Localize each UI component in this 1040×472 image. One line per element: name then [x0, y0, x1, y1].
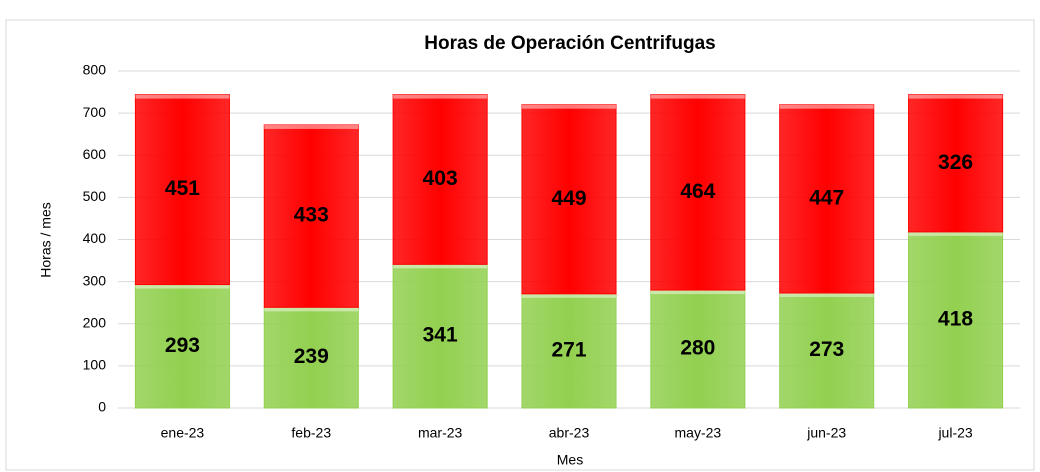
bar-segment [650, 289, 746, 409]
y-tick-label: 400 [83, 230, 107, 246]
bar-segment [263, 306, 359, 409]
data-label: 449 [551, 187, 586, 210]
x-tick-label: ene-23 [161, 425, 205, 441]
data-label: 273 [809, 338, 844, 361]
bar-segment [908, 94, 1004, 233]
bar-segment [263, 124, 359, 308]
x-tick-label: jun-23 [806, 425, 846, 441]
data-label: 341 [423, 324, 458, 347]
bar-segment [779, 104, 875, 294]
bar-cap [650, 290, 745, 295]
x-tick-label: feb-23 [291, 425, 331, 441]
data-label: 433 [294, 204, 329, 227]
bar-segment [134, 94, 230, 286]
y-tick-label: 500 [83, 188, 107, 204]
chart-title: Horas de Operación Centrifugas [424, 33, 715, 54]
data-label: 447 [809, 186, 844, 209]
bar-cap [135, 284, 230, 289]
x-tick-label: may-23 [675, 425, 722, 441]
data-label: 239 [294, 345, 329, 368]
y-tick-label: 600 [83, 146, 107, 162]
data-label: 464 [680, 180, 715, 203]
bar-cap [521, 293, 617, 298]
x-tick-label: jul-23 [937, 425, 972, 441]
bar-cap [779, 104, 874, 109]
bar-cap [393, 94, 488, 99]
data-label: 418 [938, 308, 973, 331]
bar-cap [264, 124, 359, 129]
bar-cap [393, 264, 488, 269]
bar-segment [908, 231, 1004, 409]
bar-cap [264, 307, 359, 312]
bar-segment [521, 293, 617, 409]
bar-segment [392, 94, 488, 265]
bar-cap [779, 292, 874, 297]
bar-segment [521, 104, 617, 295]
bar-cap [135, 94, 230, 99]
bar-segment [650, 94, 746, 291]
y-tick-label: 0 [98, 399, 106, 415]
bar-cap [908, 94, 1003, 99]
data-label: 271 [551, 338, 586, 361]
x-axis-label: Mes [557, 452, 583, 468]
data-label: 326 [938, 151, 973, 174]
data-label: 403 [423, 167, 458, 190]
y-tick-label: 100 [83, 357, 107, 373]
bar-cap [908, 231, 1003, 236]
x-tick-label: mar-23 [418, 425, 463, 441]
bar-segment [392, 263, 488, 409]
x-tick-label: abr-23 [549, 425, 590, 441]
bar-cap [650, 94, 745, 99]
y-tick-label: 300 [83, 272, 107, 288]
y-tick-label: 200 [83, 314, 107, 330]
bar-segment [134, 284, 230, 409]
data-label: 280 [680, 337, 715, 360]
bar-segment [779, 292, 875, 409]
y-tick-label: 700 [83, 104, 107, 120]
data-label: 451 [165, 177, 200, 200]
bar-cap [521, 104, 617, 109]
y-axis-label: Horas / mes [38, 202, 54, 277]
y-tick-label: 800 [83, 62, 107, 78]
data-label: 293 [165, 334, 200, 357]
